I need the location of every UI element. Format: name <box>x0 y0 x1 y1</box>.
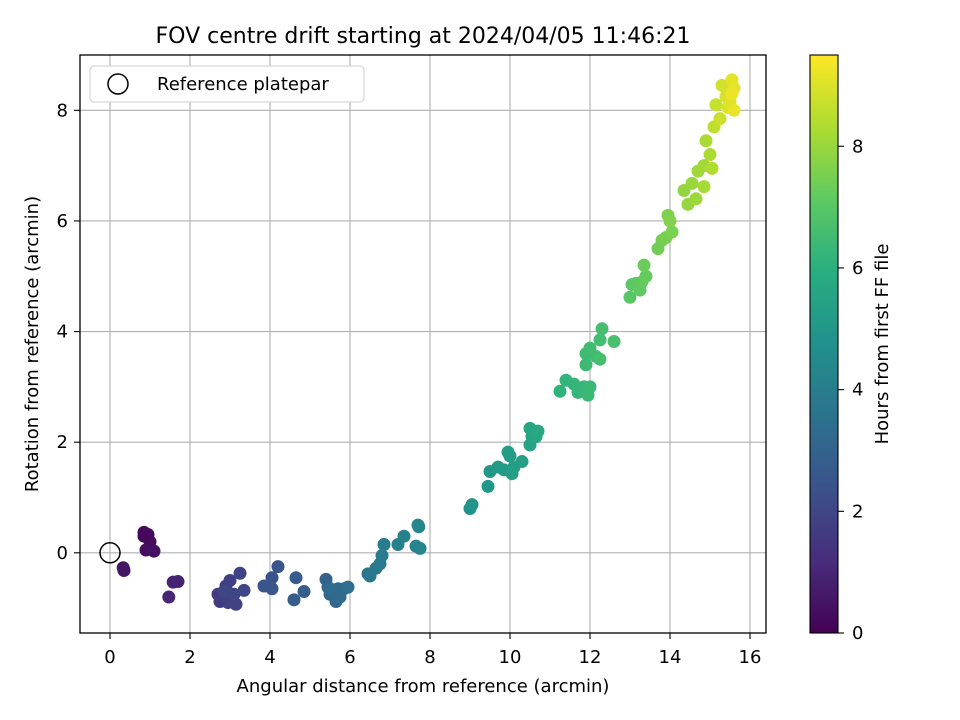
data-point <box>709 98 723 112</box>
data-points <box>116 73 741 611</box>
data-point <box>583 380 597 394</box>
data-point <box>705 161 719 175</box>
data-point <box>637 258 651 272</box>
colorbar-tick-label: 4 <box>852 380 863 401</box>
data-point <box>265 582 279 596</box>
chart-title: FOV centre drift starting at 2024/04/05 … <box>156 24 691 49</box>
data-point <box>593 333 607 347</box>
data-point <box>137 529 151 543</box>
reference-marker <box>99 542 121 564</box>
data-point <box>217 585 231 599</box>
data-point <box>593 352 607 366</box>
colorbar-tick-label: 6 <box>852 258 863 279</box>
colorbar-tick-label: 2 <box>852 501 863 522</box>
x-tick-label: 10 <box>499 647 522 668</box>
legend-box <box>89 65 365 103</box>
data-point <box>703 148 717 162</box>
x-tick-label: 0 <box>104 647 115 668</box>
data-point <box>699 134 713 148</box>
data-point <box>531 424 545 438</box>
y-tick-label: 2 <box>57 432 68 453</box>
data-point <box>265 571 279 585</box>
data-point <box>147 544 161 558</box>
data-point <box>375 549 389 563</box>
data-point <box>595 322 609 336</box>
data-point <box>465 498 479 512</box>
data-point <box>579 358 593 372</box>
x-tick-label: 14 <box>659 647 682 668</box>
data-point <box>553 384 567 398</box>
data-point <box>223 573 237 587</box>
legend-label: Reference platepar <box>157 74 329 95</box>
data-point <box>377 538 391 552</box>
data-point <box>505 467 519 481</box>
data-point <box>685 176 699 190</box>
legend-marker <box>107 73 129 95</box>
data-point <box>665 225 679 239</box>
data-point <box>501 445 515 459</box>
y-axis-label: Rotation from reference (arcmin) <box>22 196 43 492</box>
data-point <box>713 112 727 126</box>
data-point <box>412 520 426 534</box>
data-point <box>663 214 677 228</box>
colorbar-label: Hours from first FF file <box>872 244 893 445</box>
y-tick-label: 0 <box>57 543 68 564</box>
colorbar-tick-label: 0 <box>852 623 863 644</box>
data-point <box>271 560 285 574</box>
data-point <box>623 290 637 304</box>
x-axis-ticks: 0 2 4 6 8 10 12 14 16 <box>104 633 761 668</box>
data-point <box>297 585 311 599</box>
data-point <box>689 192 703 206</box>
data-point <box>162 590 176 604</box>
data-point <box>725 87 739 101</box>
x-tick-label: 12 <box>579 647 602 668</box>
data-point <box>607 335 621 349</box>
colorbar-tick-label: 8 <box>852 136 863 157</box>
data-point <box>341 580 355 594</box>
data-point <box>697 180 711 194</box>
data-point <box>515 455 529 469</box>
x-tick-label: 8 <box>424 647 435 668</box>
data-point <box>287 593 301 607</box>
y-tick-label: 8 <box>57 100 68 121</box>
data-point <box>397 529 411 543</box>
data-point <box>289 571 303 585</box>
plot-frame <box>79 54 767 634</box>
y-axis-ticks: 0 2 4 6 8 <box>57 100 80 564</box>
data-point <box>171 575 185 589</box>
data-point <box>413 541 427 555</box>
data-point <box>727 103 741 117</box>
x-tick-label: 2 <box>184 647 195 668</box>
data-point <box>237 583 251 597</box>
data-point <box>227 587 241 601</box>
x-axis-label: Angular distance from reference (arcmin) <box>237 676 610 697</box>
data-point <box>481 479 495 493</box>
data-point <box>323 582 337 596</box>
colorbar-ticks: 0 2 4 6 8 <box>838 136 863 644</box>
x-tick-label: 16 <box>739 647 762 668</box>
data-point <box>117 563 131 577</box>
x-tick-label: 6 <box>344 647 355 668</box>
data-point <box>229 597 243 611</box>
data-point <box>233 566 247 580</box>
legend: Reference platepar <box>89 65 365 103</box>
y-tick-label: 4 <box>57 322 68 343</box>
x-tick-label: 4 <box>264 647 275 668</box>
colorbar <box>809 54 839 634</box>
y-tick-label: 6 <box>57 211 68 232</box>
data-point <box>639 269 653 283</box>
data-point <box>715 78 729 92</box>
